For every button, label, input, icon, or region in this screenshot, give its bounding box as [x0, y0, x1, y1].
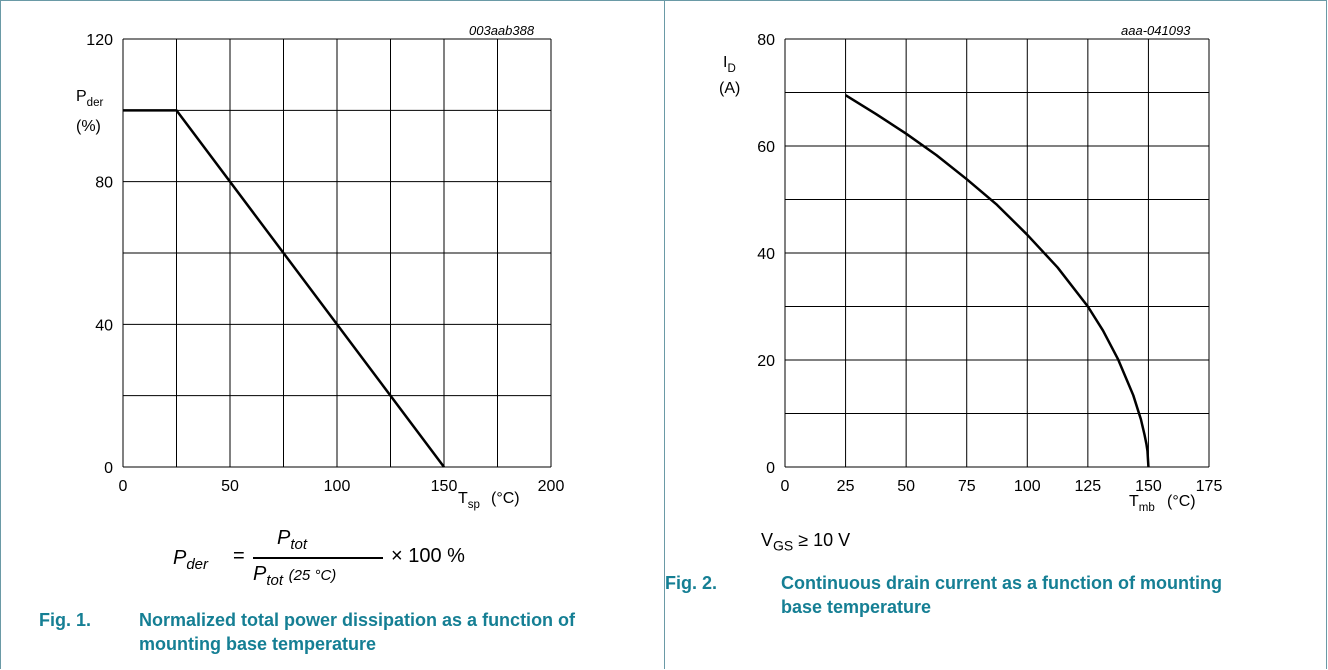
figure-2-title: Continuous drain current as a function o… — [781, 573, 1222, 617]
figure-1-panel: 0 50 100 150 200 0 40 80 120 Pder (%) Tsp (°C) 003aa… — [0, 0, 664, 669]
x-tick-label: 0 — [119, 478, 128, 495]
x-tick-label: 50 — [897, 478, 915, 495]
formula-equals: = — [233, 545, 245, 567]
figure-1-number: Fig. 1. — [39, 610, 92, 630]
y-axis-unit: (%) — [76, 118, 101, 135]
x-axis-label: Tmb — [1129, 493, 1155, 514]
chart-2-svg: 0 25 50 75 100 125 150 175 0 20 40 60 80 ID (A) Tmb (°C) — [719, 32, 1223, 514]
vgs-rest: ≥ 10 V — [798, 530, 851, 550]
x-axis-unit: (°C) — [491, 490, 520, 507]
y-tick-label: 0 — [104, 460, 113, 477]
x-tick-label: 200 — [538, 478, 565, 495]
y-tick-label: 40 — [95, 317, 113, 334]
formula-tail: × 100 % — [391, 545, 465, 567]
x-tick-label: 150 — [431, 478, 458, 495]
series-line — [123, 109, 445, 468]
figure-1-title: Normalized total power dissipation as a … — [139, 610, 576, 654]
vgs-main: V — [761, 530, 774, 550]
chart-1-code: 003aab388 — [469, 23, 535, 38]
chart-1-svg: 0 50 100 150 200 0 40 80 120 Pder (%) Tsp (°C) — [76, 32, 565, 511]
y-tick-label: 80 — [757, 32, 775, 49]
y-axis-unit: (A) — [719, 80, 740, 97]
vgs-sub: GS — [773, 537, 794, 554]
x-tick-label: 100 — [1014, 478, 1041, 495]
y-tick-label: 80 — [95, 175, 113, 192]
y-tick-label: 20 — [757, 353, 775, 370]
chart-2-code: aaa-041093 — [1121, 23, 1191, 38]
y-axis-label: ID — [723, 54, 736, 75]
x-tick-label: 75 — [958, 478, 976, 495]
x-tick-label: 25 — [837, 478, 855, 495]
y-tick-label: 120 — [86, 32, 113, 49]
y-axis-label: Pder — [76, 88, 103, 109]
formula-denominator: P — [253, 563, 267, 585]
figure-2-number: Fig. 2. — [665, 573, 718, 593]
x-tick-label: 50 — [221, 478, 239, 495]
formula-numerator: P — [277, 527, 291, 549]
x-axis-label: Tsp — [458, 490, 480, 511]
formula-lhs: P — [173, 547, 187, 569]
formula-denominator-paren: (25 °C) — [288, 567, 337, 584]
formula-fraction-bar — [253, 557, 383, 559]
pder-formula: Pder = Ptot Ptot (25 °C) × 100 % — [173, 527, 493, 591]
vgs-condition: VGS ≥ 10 V — [761, 530, 850, 554]
y-tick-label: 40 — [757, 246, 775, 263]
formula-lhs-sub: der — [186, 556, 209, 573]
x-tick-label: 125 — [1075, 478, 1102, 495]
x-axis-unit: (°C) — [1167, 493, 1196, 510]
y-tick-label: 0 — [766, 460, 775, 477]
x-tick-label: 175 — [1196, 478, 1223, 495]
figure-2-panel: 0 25 50 75 100 125 150 175 0 20 40 60 80 ID (A) Tmb (°C)… — [664, 0, 1327, 669]
series-line — [844, 94, 1150, 468]
y-tick-label: 60 — [757, 139, 775, 156]
formula-denominator-sub: tot — [266, 572, 284, 589]
x-tick-label: 100 — [324, 478, 351, 495]
formula-numerator-sub: tot — [290, 536, 308, 553]
x-tick-label: 0 — [781, 478, 790, 495]
x-tick-label: 150 — [1135, 478, 1162, 495]
